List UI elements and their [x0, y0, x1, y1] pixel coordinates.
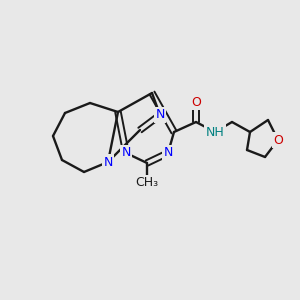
Text: N: N	[121, 146, 131, 160]
Text: NH: NH	[206, 125, 224, 139]
Text: N: N	[163, 146, 173, 160]
Text: CH₃: CH₃	[135, 176, 159, 190]
Text: O: O	[191, 95, 201, 109]
Text: O: O	[273, 134, 283, 146]
Text: N: N	[103, 155, 113, 169]
Text: N: N	[155, 109, 165, 122]
